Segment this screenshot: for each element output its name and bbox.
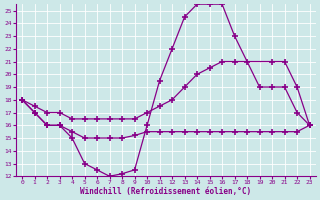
X-axis label: Windchill (Refroidissement éolien,°C): Windchill (Refroidissement éolien,°C) [80,187,252,196]
